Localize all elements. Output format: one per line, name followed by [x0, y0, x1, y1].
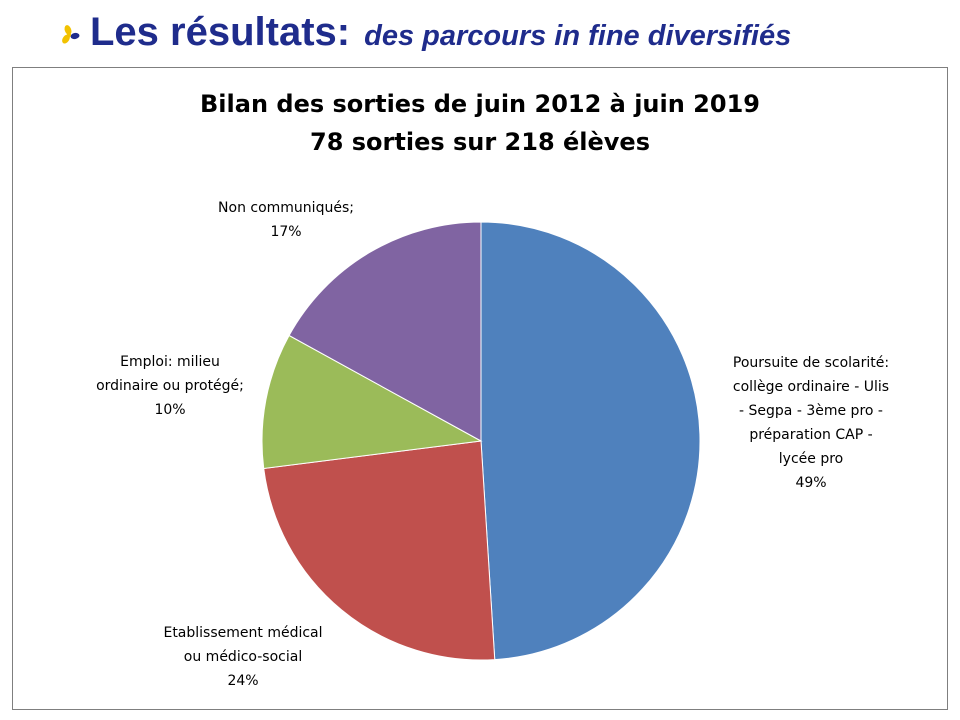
slice-emploi: [261, 334, 483, 470]
label-poursuite-scolarite: Poursuite de scolarité: collège ordinaire…: [706, 351, 916, 495]
label-line: Etablissement médical: [163, 625, 323, 641]
chart-title-line-1: Bilan des sorties de juin 2012 à juin 20…: [200, 90, 760, 118]
chart-title-line-2: 78 sorties sur 218 élèves: [310, 128, 650, 156]
slice-poursuite-scolarite: [480, 221, 701, 661]
flower-bullet-icon: [62, 25, 80, 44]
label-emploi: Emploi: milieu ordinaire ou protégé; 10%: [80, 350, 260, 422]
label-line: Emploi: milieu: [120, 354, 220, 370]
pie-chart: [261, 221, 701, 661]
slide-title-main: Les résultats:: [90, 10, 351, 54]
label-line: ou médico-social: [183, 649, 303, 665]
label-line: collège ordinaire - Ulis: [732, 379, 890, 395]
label-line: ordinaire ou protégé;: [96, 378, 244, 394]
label-line: - Segpa - 3ème pro -: [739, 403, 883, 419]
slice-non-communiques: [288, 221, 482, 442]
label-line: préparation CAP -: [749, 427, 873, 443]
slide-title-subtitle: des parcours in fine diversifiés: [364, 20, 792, 52]
slide-title: Les résultats: des parcours in fine dive…: [62, 10, 791, 66]
label-value: 49%: [795, 475, 827, 491]
label-line: lycée pro: [778, 451, 844, 467]
label-non-communiques: Non communiqués; 17%: [196, 196, 376, 244]
label-value: 10%: [154, 402, 186, 418]
label-line: Non communiqués;: [218, 200, 354, 216]
label-value: 17%: [270, 224, 302, 240]
slice-etablissement-medical: [263, 440, 496, 661]
chart-frame: Bilan des sorties de juin 2012 à juin 20…: [12, 67, 948, 710]
label-line: Poursuite de scolarité:: [732, 355, 890, 371]
label-value: 24%: [227, 673, 259, 689]
label-etablissement-medical: Etablissement médical ou médico-social 24%: [143, 621, 343, 693]
